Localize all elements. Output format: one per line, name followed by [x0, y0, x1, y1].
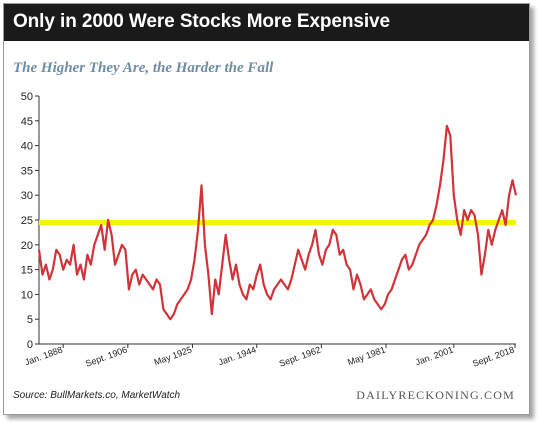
- chart-header: Only in 2000 Were Stocks More Expensive: [4, 4, 529, 41]
- series-line: [37, 124, 518, 321]
- x-tick-label: May 1925: [153, 344, 194, 367]
- x-tick-label: Jan. 1944: [217, 344, 258, 367]
- x-tick-label: Sept. 1962: [278, 344, 322, 368]
- y-tick-label: 15: [21, 265, 33, 277]
- y-tick-label: 25: [21, 215, 33, 227]
- x-tick-label: Sept. 1906: [84, 344, 128, 368]
- chart-subtitle: The Higher They Are, the Harder the Fall: [13, 60, 274, 76]
- y-tick-label: 30: [21, 190, 33, 202]
- y-tick-label: 35: [21, 165, 33, 177]
- brand-wordmark: DAILYRECKONING.COM: [356, 388, 515, 402]
- y-tick-label: 45: [21, 116, 33, 128]
- x-tick-label: Sept. 2018: [471, 344, 515, 368]
- x-tick-label: Jan. 2001: [414, 344, 455, 367]
- y-tick-label: 40: [21, 141, 33, 153]
- y-tick-label: 50: [21, 91, 33, 103]
- y-tick-label: 0: [27, 339, 33, 351]
- chart-title: Only in 2000 Were Stocks More Expensive: [13, 11, 390, 32]
- source-note: Source: BullMarkets.co, MarketWatch: [13, 390, 181, 401]
- y-tick-label: 20: [21, 240, 33, 252]
- chart-card: Only in 2000 Were Stocks More Expensive …: [3, 3, 530, 415]
- y-tick-label: 5: [27, 314, 33, 326]
- x-tick-label: May 1981: [346, 344, 387, 367]
- y-tick-label: 10: [21, 289, 33, 301]
